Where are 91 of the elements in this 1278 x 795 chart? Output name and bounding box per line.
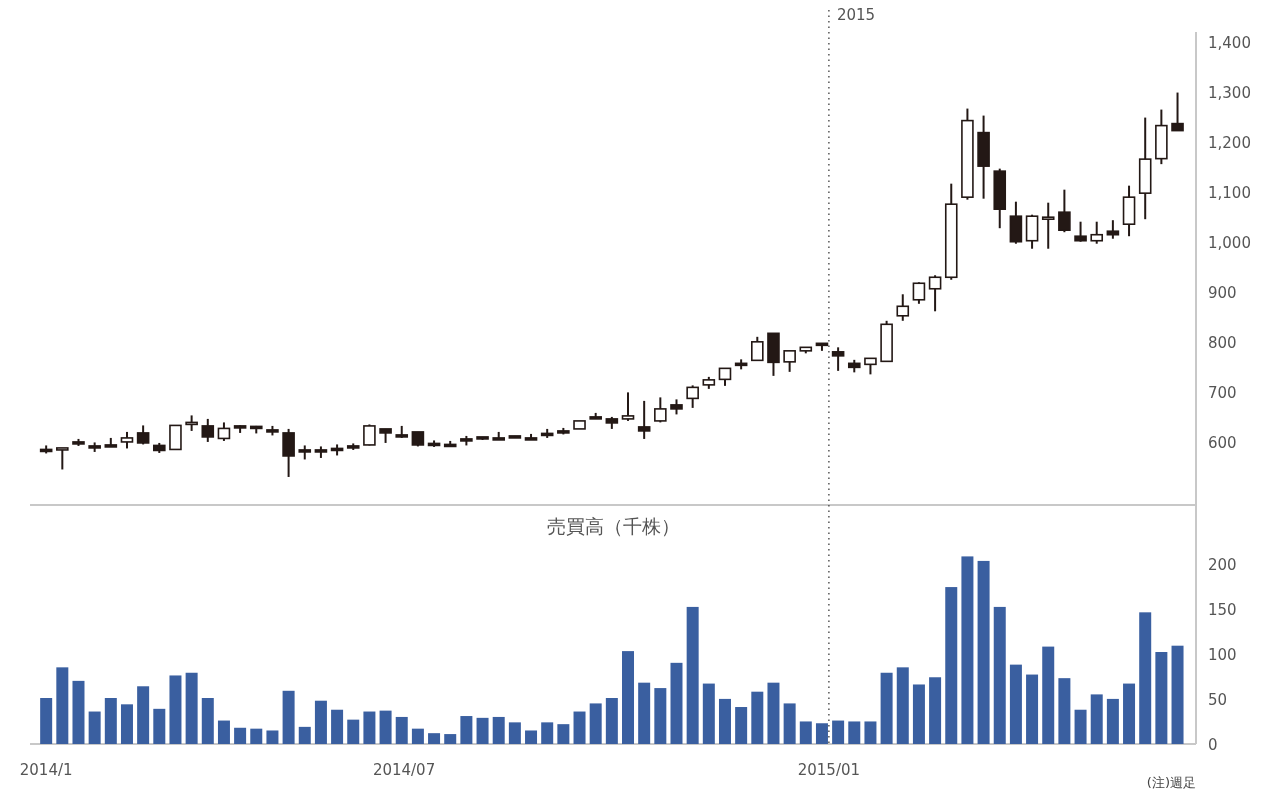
bar (347, 719, 360, 744)
y-tick-label: 1,400 (1208, 34, 1251, 53)
bar (799, 721, 812, 744)
bar (767, 682, 780, 744)
bar (622, 651, 635, 744)
bar (379, 710, 392, 744)
bar (977, 560, 990, 744)
text: (注)週足 (1146, 775, 1196, 790)
bar (104, 698, 117, 744)
bar (444, 734, 457, 744)
y-tick-label: 50 (1208, 690, 1228, 709)
bar (1009, 664, 1022, 744)
bar (137, 686, 150, 744)
bar (832, 720, 845, 744)
bar (460, 716, 473, 744)
bar (153, 708, 166, 744)
bar (1123, 683, 1136, 744)
bar (185, 672, 198, 744)
bar (476, 717, 489, 744)
bar (751, 691, 764, 744)
bar (654, 688, 667, 744)
y-tick-label: 800 (1208, 334, 1237, 353)
bar (638, 682, 651, 744)
bar (120, 704, 133, 744)
bar (525, 730, 538, 744)
bar (686, 606, 699, 744)
bar (234, 727, 247, 744)
bar (718, 698, 731, 744)
bar (1171, 645, 1184, 744)
bar (331, 709, 344, 744)
x-tick-label: 2014/1 (19, 761, 73, 779)
ref-line-label: 2015 (836, 6, 876, 24)
bar (557, 724, 570, 744)
y-tick-label: 200 (1208, 555, 1237, 574)
bar (201, 698, 214, 744)
bar (1026, 674, 1039, 744)
y-tick-label: 0 (1208, 736, 1218, 754)
y-tick-label: 1,300 (1208, 84, 1251, 103)
text: 売買高（千株） (546, 515, 680, 537)
bar (250, 728, 263, 744)
bar (428, 733, 441, 744)
y-tick-label: 900 (1208, 284, 1237, 303)
bar (735, 707, 748, 744)
bar (40, 698, 53, 744)
y-tick-label: 600 (1208, 434, 1237, 453)
bar (266, 730, 279, 744)
bar (363, 711, 376, 744)
bar (1139, 612, 1152, 744)
bar (589, 703, 602, 744)
bar (993, 606, 1006, 744)
bar (1042, 646, 1055, 744)
bar (541, 722, 554, 744)
bar (670, 662, 683, 744)
bar (929, 677, 942, 744)
bar (1106, 698, 1119, 744)
y-tick-label: 100 (1208, 645, 1237, 664)
bar (573, 711, 586, 744)
bar (783, 703, 796, 744)
bar (169, 675, 182, 744)
bar (1090, 694, 1103, 744)
bar (411, 728, 424, 744)
bar (492, 716, 505, 744)
bar (217, 720, 230, 744)
bar (56, 667, 69, 744)
y-tick-label: 1,000 (1208, 234, 1251, 253)
bar (314, 700, 327, 744)
bar (848, 721, 861, 744)
y-tick-label: 700 (1208, 384, 1237, 403)
x-tick-label: 2014/07 (372, 761, 436, 779)
x-tick-label: 2015/01 (797, 761, 861, 779)
y-tick-label: 150 (1208, 600, 1237, 619)
y-tick-label: 1,100 (1208, 184, 1251, 203)
bar (912, 684, 925, 744)
bar (282, 690, 295, 744)
bar (508, 722, 521, 744)
bar (72, 680, 85, 744)
bar (702, 683, 715, 744)
bar (298, 726, 311, 744)
bar (961, 556, 974, 744)
bar (896, 667, 909, 744)
y-tick-label: 1,200 (1208, 134, 1251, 153)
bar (1074, 709, 1087, 744)
bar (880, 672, 893, 744)
bar (88, 711, 101, 744)
bar (864, 721, 877, 744)
bar (395, 716, 408, 744)
bar (945, 587, 958, 744)
bar (605, 698, 618, 744)
bar (1058, 678, 1071, 744)
bar (1155, 652, 1168, 744)
bar (815, 723, 828, 744)
